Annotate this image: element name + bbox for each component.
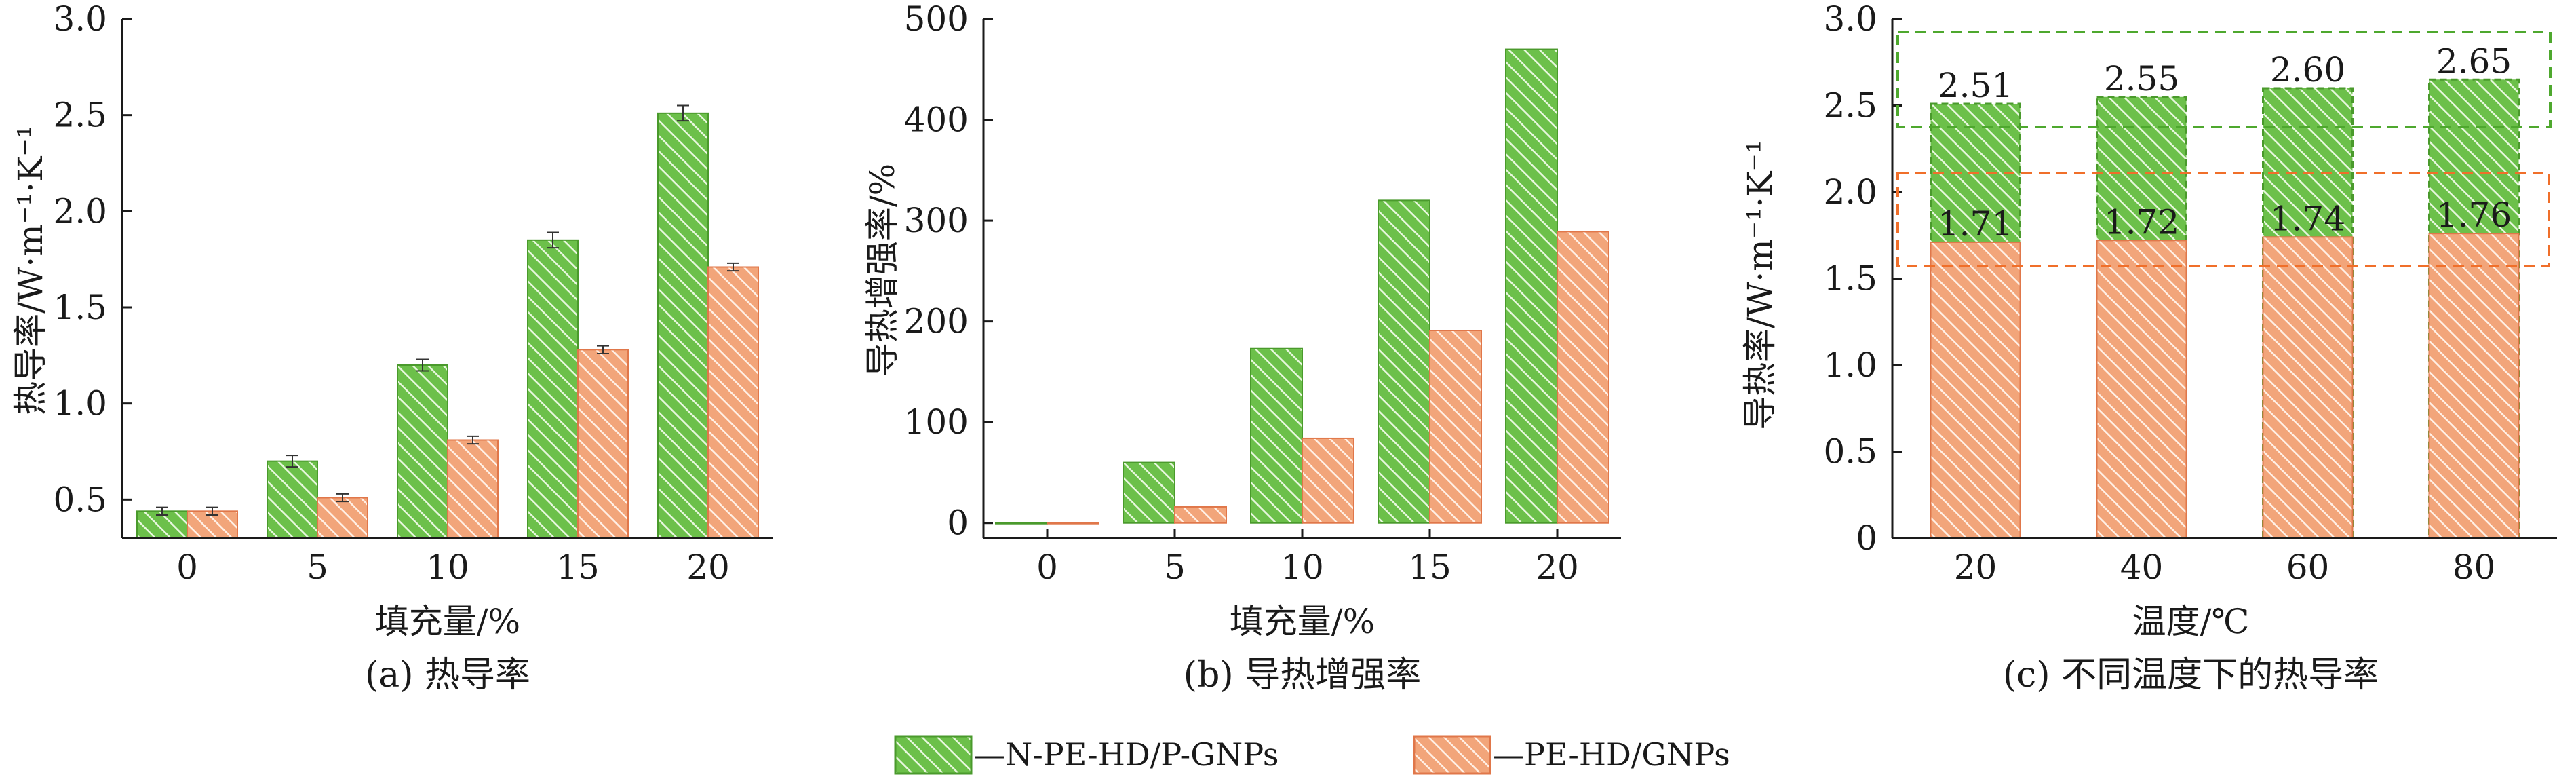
y-tick-label: 1.0	[1823, 345, 1877, 385]
bar-n-pe-hd-p-gnps	[1378, 200, 1430, 524]
bar-pe-hd-gnps	[447, 439, 499, 539]
y-tick-label: 0	[1856, 518, 1877, 558]
legend-swatch-series-b	[1413, 735, 1491, 775]
data-label: 1.74	[2270, 199, 2345, 238]
legend: —N-PE-HD/P-GNPs —PE-HD/GNPs	[894, 735, 1730, 775]
bar-pe-hd-gnps	[577, 349, 629, 539]
data-label: 1.72	[2104, 202, 2179, 242]
y-tick-label: 400	[904, 100, 969, 140]
data-label: 2.51	[1938, 66, 2013, 105]
panel-b-x-ticks: 0 5 10 15 20	[1036, 529, 1579, 587]
panel-a-error-bars	[156, 104, 739, 516]
panel-c-x-ticks: 20 40 60 80	[1954, 529, 2496, 587]
x-tick-label: 10	[426, 548, 469, 587]
panel-b-bars	[995, 48, 1609, 525]
panel-c-x-label: 温度/℃	[2132, 602, 2250, 641]
bar-pe-hd-gnps	[1429, 330, 1482, 524]
panel-a-bars	[136, 112, 759, 539]
panel-b-caption: (b) 导热增强率	[1184, 655, 1421, 696]
x-tick-label: 20	[1536, 548, 1579, 587]
y-tick-label: 2.5	[53, 96, 107, 135]
data-label: 2.60	[2270, 50, 2345, 90]
bar-pe-hd-gnps	[1047, 522, 1099, 525]
y-tick-label: 300	[904, 201, 969, 240]
green-highlight-box	[1896, 31, 2552, 128]
x-tick-label: 0	[176, 548, 198, 587]
x-tick-label: 20	[1954, 548, 1997, 587]
bar-pe-hd-gnps	[1930, 241, 2021, 539]
y-tick-label: 1.5	[1823, 259, 1877, 299]
y-tick-label: 1.0	[53, 384, 107, 423]
bar-n-pe-hd-p-gnps	[1250, 347, 1303, 524]
x-tick-label: 15	[1408, 548, 1451, 587]
x-tick-label: 80	[2453, 548, 2496, 587]
bar-n-pe-hd-p-gnps	[995, 522, 1048, 525]
bar-n-pe-hd-p-gnps	[1123, 461, 1175, 524]
panel-c: 00.51.01.52.02.53.0 20 40 60 80 2.511.712.5…	[1740, 0, 2557, 696]
y-tick-label: 500	[904, 0, 969, 39]
bar-n-pe-hd-p-gnps	[1505, 48, 1558, 524]
legend-label-series-a: —N-PE-HD/P-GNPs	[974, 736, 1279, 773]
panel-b-x-label: 填充量/%	[1230, 602, 1375, 641]
bar-pe-hd-gnps	[317, 497, 368, 539]
y-tick-label: 3.0	[1823, 0, 1877, 39]
bar-pe-hd-gnps	[1174, 506, 1227, 524]
y-tick-label: 2.5	[1823, 86, 1877, 126]
x-tick-label: 15	[556, 548, 600, 587]
bar-n-pe-hd-p-gnps	[657, 112, 709, 539]
bar-pe-hd-gnps	[1302, 437, 1354, 524]
y-tick-label: 2.0	[1823, 172, 1877, 212]
panel-a-caption: (a) 热导率	[365, 655, 530, 696]
x-tick-label: 0	[1036, 548, 1058, 587]
panel-b-y-ticks: 0 100 200 300 400 500	[904, 0, 993, 543]
y-tick-label: 200	[904, 302, 969, 341]
bar-n-pe-hd-p-gnps	[527, 239, 579, 539]
panel-a-y-label: 热导率/W·m⁻¹·K⁻¹	[11, 125, 50, 415]
bar-pe-hd-gnps	[707, 266, 759, 539]
data-label: 2.65	[2436, 41, 2512, 81]
y-tick-label: 0.5	[53, 480, 107, 519]
bar-pe-hd-gnps	[2096, 240, 2187, 539]
panel-c-caption: (c) 不同温度下的热导率	[2003, 655, 2379, 696]
panel-b: 0 100 200 300 400 500 0 5 10 15 20 填充量/% (b) 导热增强…	[863, 0, 1621, 696]
bar-pe-hd-gnps	[2428, 233, 2520, 539]
x-tick-label: 5	[307, 548, 328, 587]
panel-c-y-ticks: 0 0.5 1.0 1.5 2.0 2.5 3.0	[1823, 0, 1902, 558]
bar-pe-hd-gnps	[2262, 236, 2354, 539]
x-tick-label: 40	[2120, 548, 2164, 587]
legend-swatch-series-a	[894, 735, 973, 775]
x-tick-label: 60	[2286, 548, 2330, 587]
panel-a: 0.5 1.0 1.5 2.0 2.5 3.0 0 5 10 15 20 填充量/% (a) 热导…	[11, 0, 773, 696]
y-tick-label: 1.5	[53, 288, 107, 327]
y-tick-label: 0	[947, 504, 969, 543]
x-tick-label: 10	[1281, 548, 1324, 587]
panel-b-y-label: 导热增强率/%	[863, 164, 902, 377]
bar-pe-hd-gnps	[1557, 231, 1609, 524]
data-label: 1.71	[1938, 204, 2013, 244]
y-tick-label: 3.0	[53, 0, 107, 39]
y-tick-label: 0.5	[1823, 432, 1877, 472]
panel-c-data-labels: 2.51 1.71 2.55 1.72 2.60 1.74 2.65 1.76	[1938, 41, 2512, 244]
y-tick-label: 2.0	[53, 191, 107, 231]
legend-label-series-b: —PE-HD/GNPs	[1493, 736, 1730, 773]
data-label: 1.76	[2436, 195, 2512, 235]
panel-a-y-ticks: 0.5 1.0 1.5 2.0 2.5 3.0	[53, 0, 132, 519]
panel-a-x-label: 填充量/%	[375, 602, 520, 641]
bar-n-pe-hd-p-gnps	[267, 460, 318, 539]
data-label: 2.55	[2104, 59, 2179, 98]
y-tick-label: 100	[904, 402, 969, 442]
bar-n-pe-hd-p-gnps	[397, 364, 448, 539]
x-tick-label: 5	[1164, 548, 1186, 587]
x-tick-label: 20	[686, 548, 730, 587]
panel-c-bars	[1930, 78, 2520, 539]
orange-highlight-box	[1896, 172, 2550, 267]
panel-c-y-label: 导热率/W·m⁻¹·K⁻¹	[1740, 140, 1780, 430]
